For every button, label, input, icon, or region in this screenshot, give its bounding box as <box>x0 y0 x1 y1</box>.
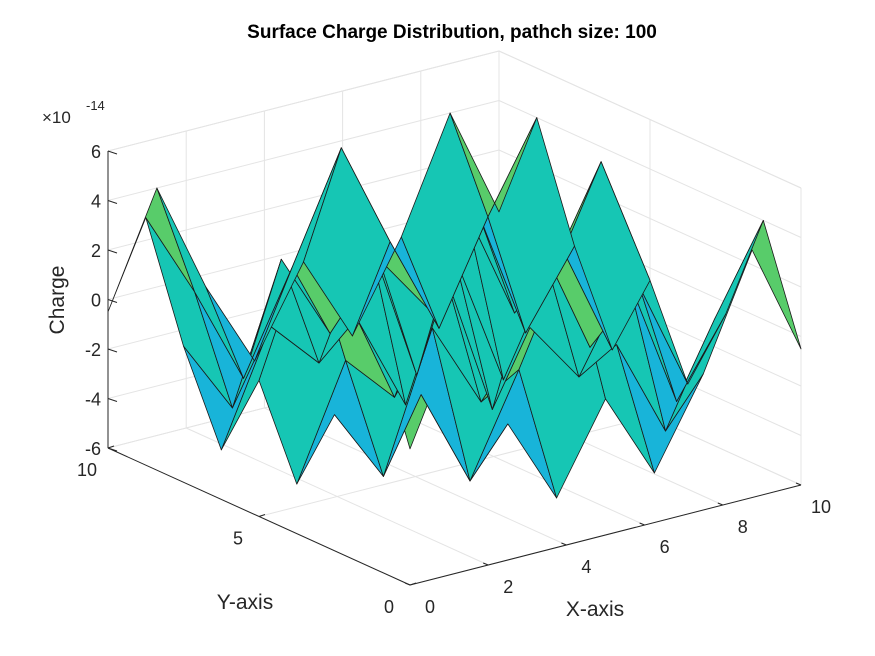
axis-layer <box>107 150 802 586</box>
x-tick-label: 6 <box>660 537 670 557</box>
x-tick <box>717 502 723 506</box>
z-tick <box>107 249 118 254</box>
z-tick-label: -6 <box>85 439 101 459</box>
y-tick-label: 5 <box>233 529 243 549</box>
z-tick-label: 2 <box>91 241 101 261</box>
z-exponent-base: ×10 <box>42 108 71 127</box>
side-grid-z <box>498 100 802 238</box>
y-tick <box>258 514 266 517</box>
z-tick <box>107 398 118 402</box>
x-axis-line <box>409 484 802 586</box>
x-tick <box>561 542 567 546</box>
x-tick <box>404 582 411 586</box>
z-tick <box>107 299 118 303</box>
z-tick-label: 6 <box>91 142 101 162</box>
box-edge <box>498 50 802 189</box>
z-exponent-power: -14 <box>86 98 105 113</box>
x-tick <box>639 522 645 526</box>
text-layer: Surface Charge Distribution, pathch size… <box>42 22 831 621</box>
y-tick <box>409 582 417 586</box>
z-tick <box>107 447 118 452</box>
box-edge <box>107 50 500 152</box>
surface-layer <box>107 112 802 499</box>
chart-title: Surface Charge Distribution, pathch size… <box>247 22 657 43</box>
x-tick-label: 8 <box>738 517 748 537</box>
z-tick <box>107 150 118 155</box>
y-tick <box>107 445 115 449</box>
z-tick-label: 4 <box>91 192 101 212</box>
y-axis-label: Y-axis <box>217 591 273 614</box>
x-tick-label: 4 <box>581 557 591 577</box>
x-tick-label: 10 <box>811 497 831 517</box>
z-axis-label: Charge <box>46 266 69 335</box>
surface-facet <box>676 219 764 402</box>
x-tick-label: 0 <box>425 597 435 617</box>
x-tick <box>795 482 802 486</box>
surface-facet <box>449 112 538 218</box>
back-grid-z <box>107 100 500 201</box>
z-tick <box>107 200 118 204</box>
x-tick-label: 2 <box>503 577 513 597</box>
x-tick <box>483 562 489 566</box>
z-tick-label: -2 <box>85 340 101 360</box>
y-tick-label: 10 <box>77 460 97 480</box>
z-tick-label: 0 <box>91 291 101 311</box>
z-tick-label: -4 <box>85 390 101 410</box>
surface-facet <box>714 219 802 350</box>
x-axis-label: X-axis <box>566 598 624 621</box>
z-tick <box>107 348 118 353</box>
y-tick-label: 0 <box>384 597 394 617</box>
